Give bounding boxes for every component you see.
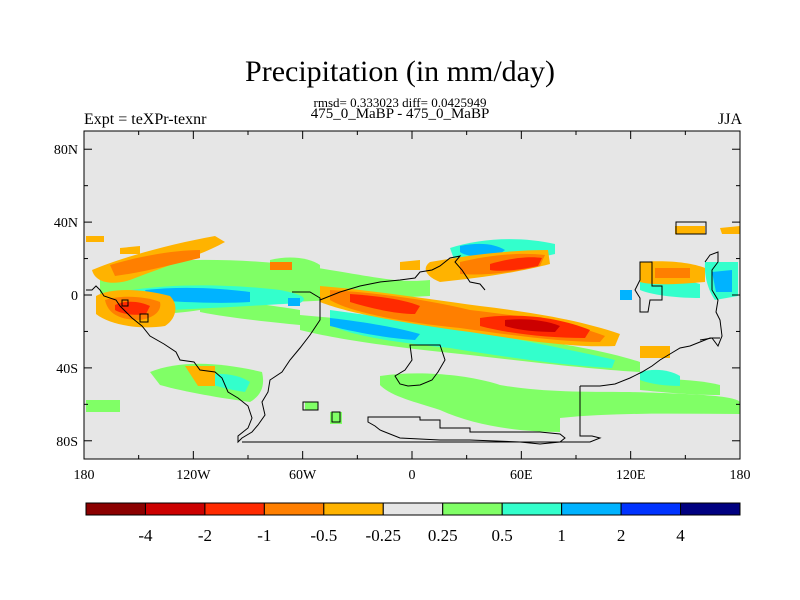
y-tick-label: 40N: [54, 216, 78, 231]
colorbar-label: -1: [257, 526, 271, 545]
rmsd-diff-stats: rmsd= 0.333023 diff= 0.0425949: [313, 95, 487, 110]
x-tick-label: 60W: [289, 468, 317, 483]
colorbar-swatch: [501, 502, 563, 516]
axis-ticks: 180 120W 60W 0 60E 120E 180 80N 40N 0 40S 80S: [54, 131, 751, 483]
colorbar-label: 4: [676, 526, 685, 545]
continent-outlines: [86, 221, 723, 445]
y-tick-label: 0: [71, 289, 78, 304]
y-tick-label: 80N: [54, 143, 78, 158]
y-tick-label: 80S: [56, 435, 78, 450]
colorbar-label: 0.25: [428, 526, 458, 545]
precipitation-anomaly-fields: [86, 226, 740, 432]
x-tick-label: 120W: [176, 468, 211, 483]
y-tick-label: 40S: [56, 362, 78, 377]
experiment-label: Expt = teXPr-texnr: [84, 111, 207, 128]
colorbar-label: -0.25: [366, 526, 401, 545]
colorbar-label: -0.5: [310, 526, 337, 545]
colorbar-label: 1: [557, 526, 566, 545]
colorbar-swatch: [323, 502, 384, 516]
colorbar-swatch: [204, 502, 265, 516]
x-tick-label: 0: [409, 468, 416, 483]
x-tick-label: 180: [74, 468, 95, 483]
colorbar-swatch: [442, 502, 503, 516]
plot-subtitle: 475_0_MaBP - 475_0_MaBP: [310, 106, 490, 122]
x-tick-label: 120E: [616, 468, 646, 483]
colorbar-label: 2: [617, 526, 626, 545]
colorbar-label: -4: [138, 526, 153, 545]
colorbar-swatch: [144, 502, 206, 516]
positive-anomaly-strong: [145, 243, 732, 340]
x-tick-label: 180: [730, 468, 751, 483]
colorbar-swatch: [680, 502, 741, 516]
colorbar-label: 0.5: [492, 526, 513, 545]
plot-title: Precipitation (in mm/day): [245, 55, 555, 88]
colorbar-swatch: [263, 502, 325, 516]
colorbar-swatch: [620, 502, 682, 516]
negative-anomaly-very-strong: [505, 319, 560, 332]
x-tick-label: 60E: [510, 468, 533, 483]
colorbar-swatch: [561, 502, 622, 516]
colorbar-swatch: [382, 502, 444, 516]
colorbar: -4 -2 -1 -0.5 -0.25 0.25 0.5 1 2 4: [85, 502, 741, 545]
colorbar-label: -2: [198, 526, 212, 545]
season-label: JJA: [717, 111, 742, 128]
colorbar-swatch: [85, 502, 146, 516]
